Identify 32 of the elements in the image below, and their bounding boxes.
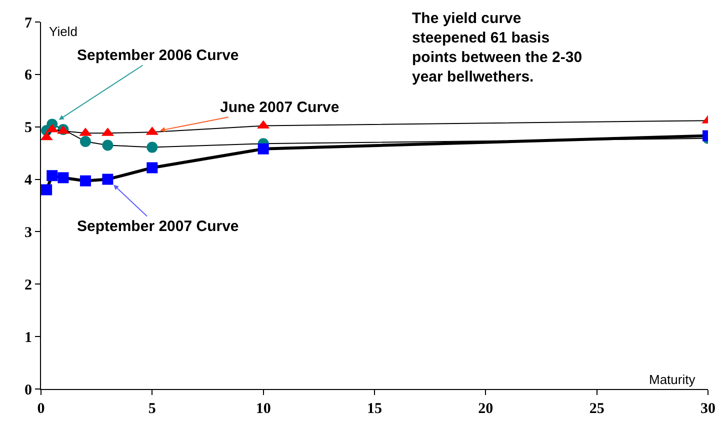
text: September 2006 Curve — [77, 47, 239, 64]
y-tick-label: 2 — [24, 277, 32, 294]
y-tick-label: 5 — [24, 120, 32, 136]
point — [146, 162, 158, 174]
point — [46, 170, 58, 182]
series-label: June 2007 Curve — [220, 99, 340, 116]
y-tick-label: 0 — [24, 382, 32, 398]
point — [146, 142, 158, 153]
point — [41, 132, 53, 140]
y-tick-label: 7 — [24, 15, 32, 32]
point — [80, 175, 91, 186]
point — [41, 184, 52, 196]
x-tick-label: 25 — [589, 401, 604, 417]
y-tick-label: 6 — [24, 68, 32, 84]
point — [80, 136, 91, 148]
point — [102, 140, 114, 151]
text: September 2007 Curve — [77, 218, 239, 235]
point — [58, 172, 69, 184]
x-tick-label: 5 — [148, 401, 156, 417]
y-tick-label: 3 — [24, 224, 32, 241]
annotation: The yield curve steepened 61 basis points between the 2-30 year bellwethers. — [412, 10, 582, 86]
y-tick-label: 4 — [24, 172, 32, 189]
x-tick-label: 10 — [256, 401, 271, 417]
x-axis-title: Maturity — [649, 372, 696, 387]
point — [102, 174, 114, 185]
y-tick-label: 1 — [24, 330, 32, 346]
x-tick-label: 30 — [700, 401, 716, 417]
y-axis-title: Yield — [49, 24, 78, 39]
point — [258, 143, 269, 154]
x-tick-label: 20 — [478, 401, 494, 417]
x-tick-label: 15 — [367, 401, 382, 417]
x-tick-label: 0 — [37, 401, 45, 417]
